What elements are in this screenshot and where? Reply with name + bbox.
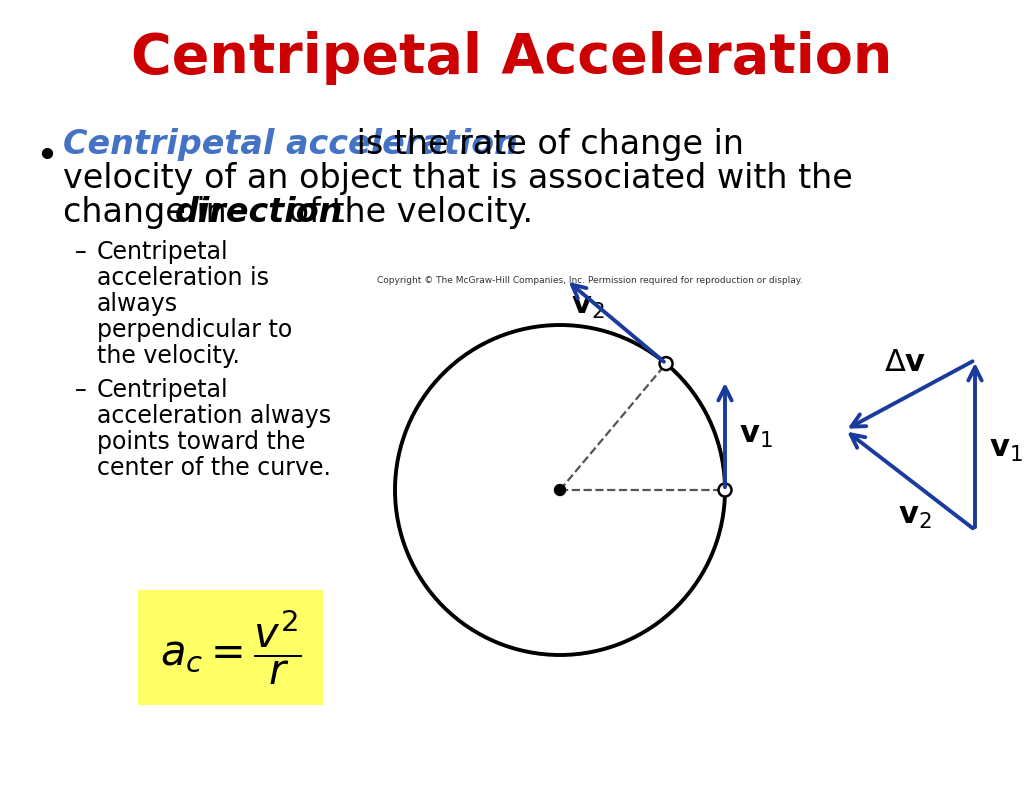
Text: $a_c = \dfrac{v^2}{r}$: $a_c = \dfrac{v^2}{r}$ [160, 607, 301, 687]
Text: always: always [97, 292, 178, 316]
Text: velocity of an object that is associated with the: velocity of an object that is associated… [63, 162, 853, 195]
Text: change in: change in [63, 196, 238, 229]
Text: direction: direction [175, 196, 343, 229]
Circle shape [719, 483, 731, 497]
Text: Centripetal: Centripetal [97, 378, 228, 402]
Text: acceleration is: acceleration is [97, 266, 269, 290]
FancyBboxPatch shape [138, 590, 323, 705]
Text: –: – [75, 378, 87, 402]
Text: points toward the: points toward the [97, 430, 305, 454]
Text: –: – [75, 240, 87, 264]
Text: perpendicular to: perpendicular to [97, 318, 292, 342]
Text: $\mathbf{v}_1$: $\mathbf{v}_1$ [739, 421, 773, 449]
Text: Centripetal acceleration: Centripetal acceleration [63, 128, 518, 161]
Text: the velocity.: the velocity. [97, 344, 240, 368]
Text: center of the curve.: center of the curve. [97, 456, 331, 480]
Text: Centripetal: Centripetal [97, 240, 228, 264]
Text: of the velocity.: of the velocity. [278, 196, 534, 229]
Text: $\Delta\mathbf{v}$: $\Delta\mathbf{v}$ [884, 348, 926, 377]
Text: $\mathbf{v}_2$: $\mathbf{v}_2$ [571, 292, 605, 321]
Text: $\mathbf{v}_1$: $\mathbf{v}_1$ [989, 436, 1023, 464]
Text: is the rate of change in: is the rate of change in [346, 128, 744, 161]
Circle shape [659, 357, 673, 370]
Text: Centripetal Acceleration: Centripetal Acceleration [131, 31, 893, 85]
Circle shape [555, 485, 565, 495]
Text: $\mathbf{v}_2$: $\mathbf{v}_2$ [898, 502, 932, 531]
Text: Copyright © The McGraw-Hill Companies, Inc. Permission required for reproduction: Copyright © The McGraw-Hill Companies, I… [377, 276, 803, 285]
Text: acceleration always: acceleration always [97, 404, 331, 428]
Text: •: • [35, 138, 58, 176]
